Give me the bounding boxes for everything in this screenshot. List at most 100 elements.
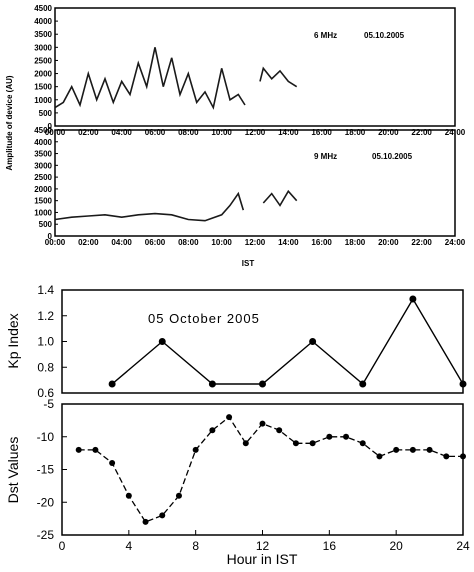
dst-y-tick-label: -15 bbox=[37, 463, 55, 477]
x-tick-label: 20:00 bbox=[378, 238, 399, 247]
dst-point bbox=[309, 440, 316, 447]
dst-point bbox=[376, 453, 383, 460]
kp-y-tick-label: 1.4 bbox=[37, 283, 54, 297]
dst-point bbox=[292, 440, 299, 447]
x-tick-label: 22:00 bbox=[411, 128, 432, 137]
dst-x-tick-label: 8 bbox=[192, 539, 199, 553]
kp-point bbox=[259, 380, 266, 388]
y-tick-label: 2000 bbox=[34, 70, 52, 79]
y-tick-label: 1500 bbox=[34, 197, 52, 206]
x-tick-label: 16:00 bbox=[311, 128, 332, 137]
dst-x-tick-label: 0 bbox=[59, 539, 66, 553]
y-tick-label: 4000 bbox=[34, 17, 52, 26]
kp-point bbox=[309, 338, 317, 345]
series-kp bbox=[108, 295, 467, 388]
series-line-1 bbox=[54, 191, 245, 222]
dst-y-tick-label: -25 bbox=[37, 528, 55, 542]
dst-x-tick-label: 20 bbox=[389, 539, 403, 553]
dst-point bbox=[343, 433, 350, 440]
x-tick-label: 24:00 bbox=[445, 238, 466, 247]
dst-line bbox=[78, 416, 463, 523]
y-tick-label: 2500 bbox=[34, 173, 52, 182]
frame-kp bbox=[61, 289, 464, 394]
kp-point bbox=[359, 380, 367, 388]
dst-point bbox=[226, 414, 233, 421]
dst-point bbox=[192, 446, 199, 453]
dst-y-tick-label: -20 bbox=[37, 495, 55, 509]
kp-point bbox=[108, 380, 116, 388]
x-tick-label: 02:00 bbox=[78, 238, 99, 247]
dst-y-tick-label: -10 bbox=[37, 430, 55, 444]
y-tick-label: 2000 bbox=[34, 185, 52, 194]
dst-point bbox=[409, 446, 416, 453]
x-tick-label: 06:00 bbox=[145, 128, 166, 137]
y-tick-label: 3000 bbox=[34, 161, 52, 170]
x-tick-label: 08:00 bbox=[178, 128, 199, 137]
dst-point bbox=[259, 420, 266, 427]
dst-point bbox=[209, 427, 216, 434]
kp-point bbox=[459, 380, 467, 388]
x-tick-label: 12:00 bbox=[245, 128, 266, 137]
y-tick-label: 3500 bbox=[34, 30, 52, 39]
dst-x-tick-label: 12 bbox=[256, 539, 270, 553]
x-tick-label: 04:00 bbox=[111, 238, 132, 247]
series-9mhz bbox=[54, 189, 298, 222]
x-tick-label: 18:00 bbox=[345, 128, 366, 137]
x-tick-label: 00:00 bbox=[45, 238, 66, 247]
annotation-freq-6mhz: 6 MHz bbox=[314, 31, 337, 40]
series-line-2 bbox=[262, 189, 298, 207]
x-tick-label: 22:00 bbox=[411, 238, 432, 247]
dst-x-tick-label: 16 bbox=[323, 539, 337, 553]
annotation-freq-9mhz: 9 MHz bbox=[314, 152, 337, 161]
dst-point bbox=[159, 512, 166, 519]
annotation-date-6mhz: 05.10.2005 bbox=[364, 31, 405, 40]
frame-6mhz bbox=[54, 7, 456, 127]
y-tick-label: 2500 bbox=[34, 56, 52, 65]
y-tick-labels-kp: 0.6 0.8 1.0 1.2 1.4 bbox=[37, 283, 67, 400]
dst-point bbox=[326, 433, 333, 440]
dst-point bbox=[142, 518, 149, 525]
dst-point bbox=[75, 446, 82, 453]
x-tick-label: 08:00 bbox=[178, 238, 199, 247]
x-tick-label: 02:00 bbox=[78, 128, 99, 137]
y-tick-label: 4000 bbox=[34, 138, 52, 147]
kp-point bbox=[158, 338, 166, 345]
x-axis-label-ist: IST bbox=[242, 259, 255, 268]
dst-point bbox=[460, 453, 466, 460]
y-tick-label: 1000 bbox=[34, 208, 52, 217]
kp-line bbox=[111, 297, 464, 386]
dst-point bbox=[359, 440, 366, 447]
y-tick-labels-6mhz: 0 500 1000 1500 2000 2500 3000 3500 4000 4500 bbox=[34, 4, 58, 131]
y-tick-label: 0 bbox=[48, 122, 53, 131]
dst-point bbox=[125, 492, 132, 499]
kp-point bbox=[208, 380, 216, 388]
panel-9mhz: 9 MHz 05.10.2005 0 500 1000 1500 2000 2500 300… bbox=[34, 126, 466, 268]
x-tick-label: 14:00 bbox=[278, 128, 299, 137]
dst-y-tick-label: -5 bbox=[43, 397, 54, 411]
kp-y-tick-label: 1.2 bbox=[37, 309, 54, 323]
dst-point bbox=[426, 446, 433, 453]
y-tick-label: 500 bbox=[39, 109, 53, 118]
dst-x-tick-label: 4 bbox=[125, 539, 132, 553]
dst-point bbox=[443, 453, 450, 460]
x-tick-label: 10:00 bbox=[211, 238, 232, 247]
x-tick-label: 18:00 bbox=[345, 238, 366, 247]
dst-point bbox=[242, 440, 249, 447]
series-dst bbox=[75, 414, 466, 525]
x-tick-label: 10:00 bbox=[211, 128, 232, 137]
series-line-2 bbox=[259, 66, 298, 88]
y-tick-label: 0 bbox=[48, 232, 53, 241]
y-axis-label-dst: Dst Values bbox=[5, 437, 21, 504]
y-axis-label-amplitude: Amplitude of device (AU) bbox=[5, 75, 14, 170]
x-tick-label: 04:00 bbox=[111, 128, 132, 137]
x-tick-label: 16:00 bbox=[311, 238, 332, 247]
annotation-date-9mhz: 05.10.2005 bbox=[372, 152, 413, 161]
series-line-1 bbox=[54, 47, 246, 110]
series-6mhz bbox=[54, 47, 298, 110]
x-tick-label: 06:00 bbox=[145, 238, 166, 247]
dst-point bbox=[276, 427, 283, 434]
dst-point bbox=[109, 459, 116, 466]
dst-point bbox=[175, 492, 182, 499]
frame-9mhz bbox=[54, 129, 456, 237]
